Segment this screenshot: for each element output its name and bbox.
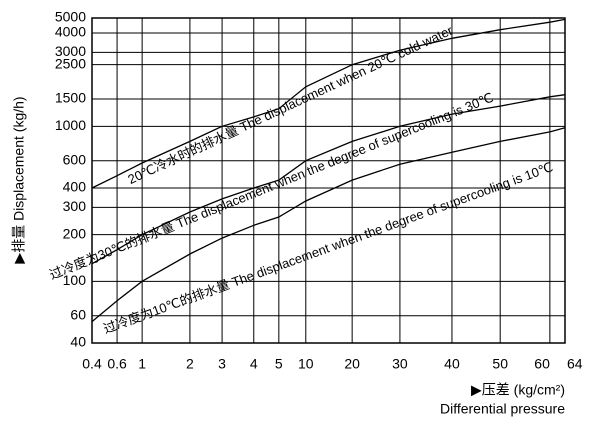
x-tick-label: 5 [275,356,283,372]
x-tick-label: 50 [492,356,508,372]
y-tick-label: 40 [70,334,86,350]
y-tick-label: 300 [63,198,87,214]
x-tick-label: 3 [218,356,226,372]
y-tick-label: 1000 [55,117,86,133]
y-axis-label: ▶排量 Displacement (kg/h) [11,96,27,263]
x-tick-label: 40 [444,356,460,372]
y-tick-label: 5000 [55,9,86,25]
y-tick-label: 100 [63,272,87,288]
x-tick-label: 20 [344,356,360,372]
y-tick-label: 60 [70,306,86,322]
y-tick-label: 200 [63,225,87,241]
curve [91,18,566,189]
y-tick-label: 2500 [55,55,86,71]
curve [91,127,566,323]
x-tick-label: 2 [186,356,194,372]
y-tick-label: 600 [63,151,87,167]
x-axis-label: ▶压差 (kg/cm²) [471,382,565,398]
curve-label: 过冷度为10℃的排水量 The displacement when the de… [101,159,555,336]
x-axis-label-en: Differential pressure [440,401,565,417]
y-tick-label: 400 [63,179,87,195]
curve [91,94,566,265]
x-tick-label: 64 [567,356,583,372]
y-tick-label: 3000 [55,43,86,59]
x-tick-label: 0.6 [107,356,127,372]
y-tick-label: 4000 [55,24,86,40]
x-tick-label: 60 [534,356,550,372]
y-tick-label: 1500 [55,90,86,106]
x-tick-label: 10 [298,356,314,372]
x-tick-label: 4 [250,356,258,372]
plot-frame [91,17,566,344]
x-tick-label: 1 [138,356,146,372]
x-tick-label: 0.4 [82,356,102,372]
x-tick-label: 30 [392,356,408,372]
